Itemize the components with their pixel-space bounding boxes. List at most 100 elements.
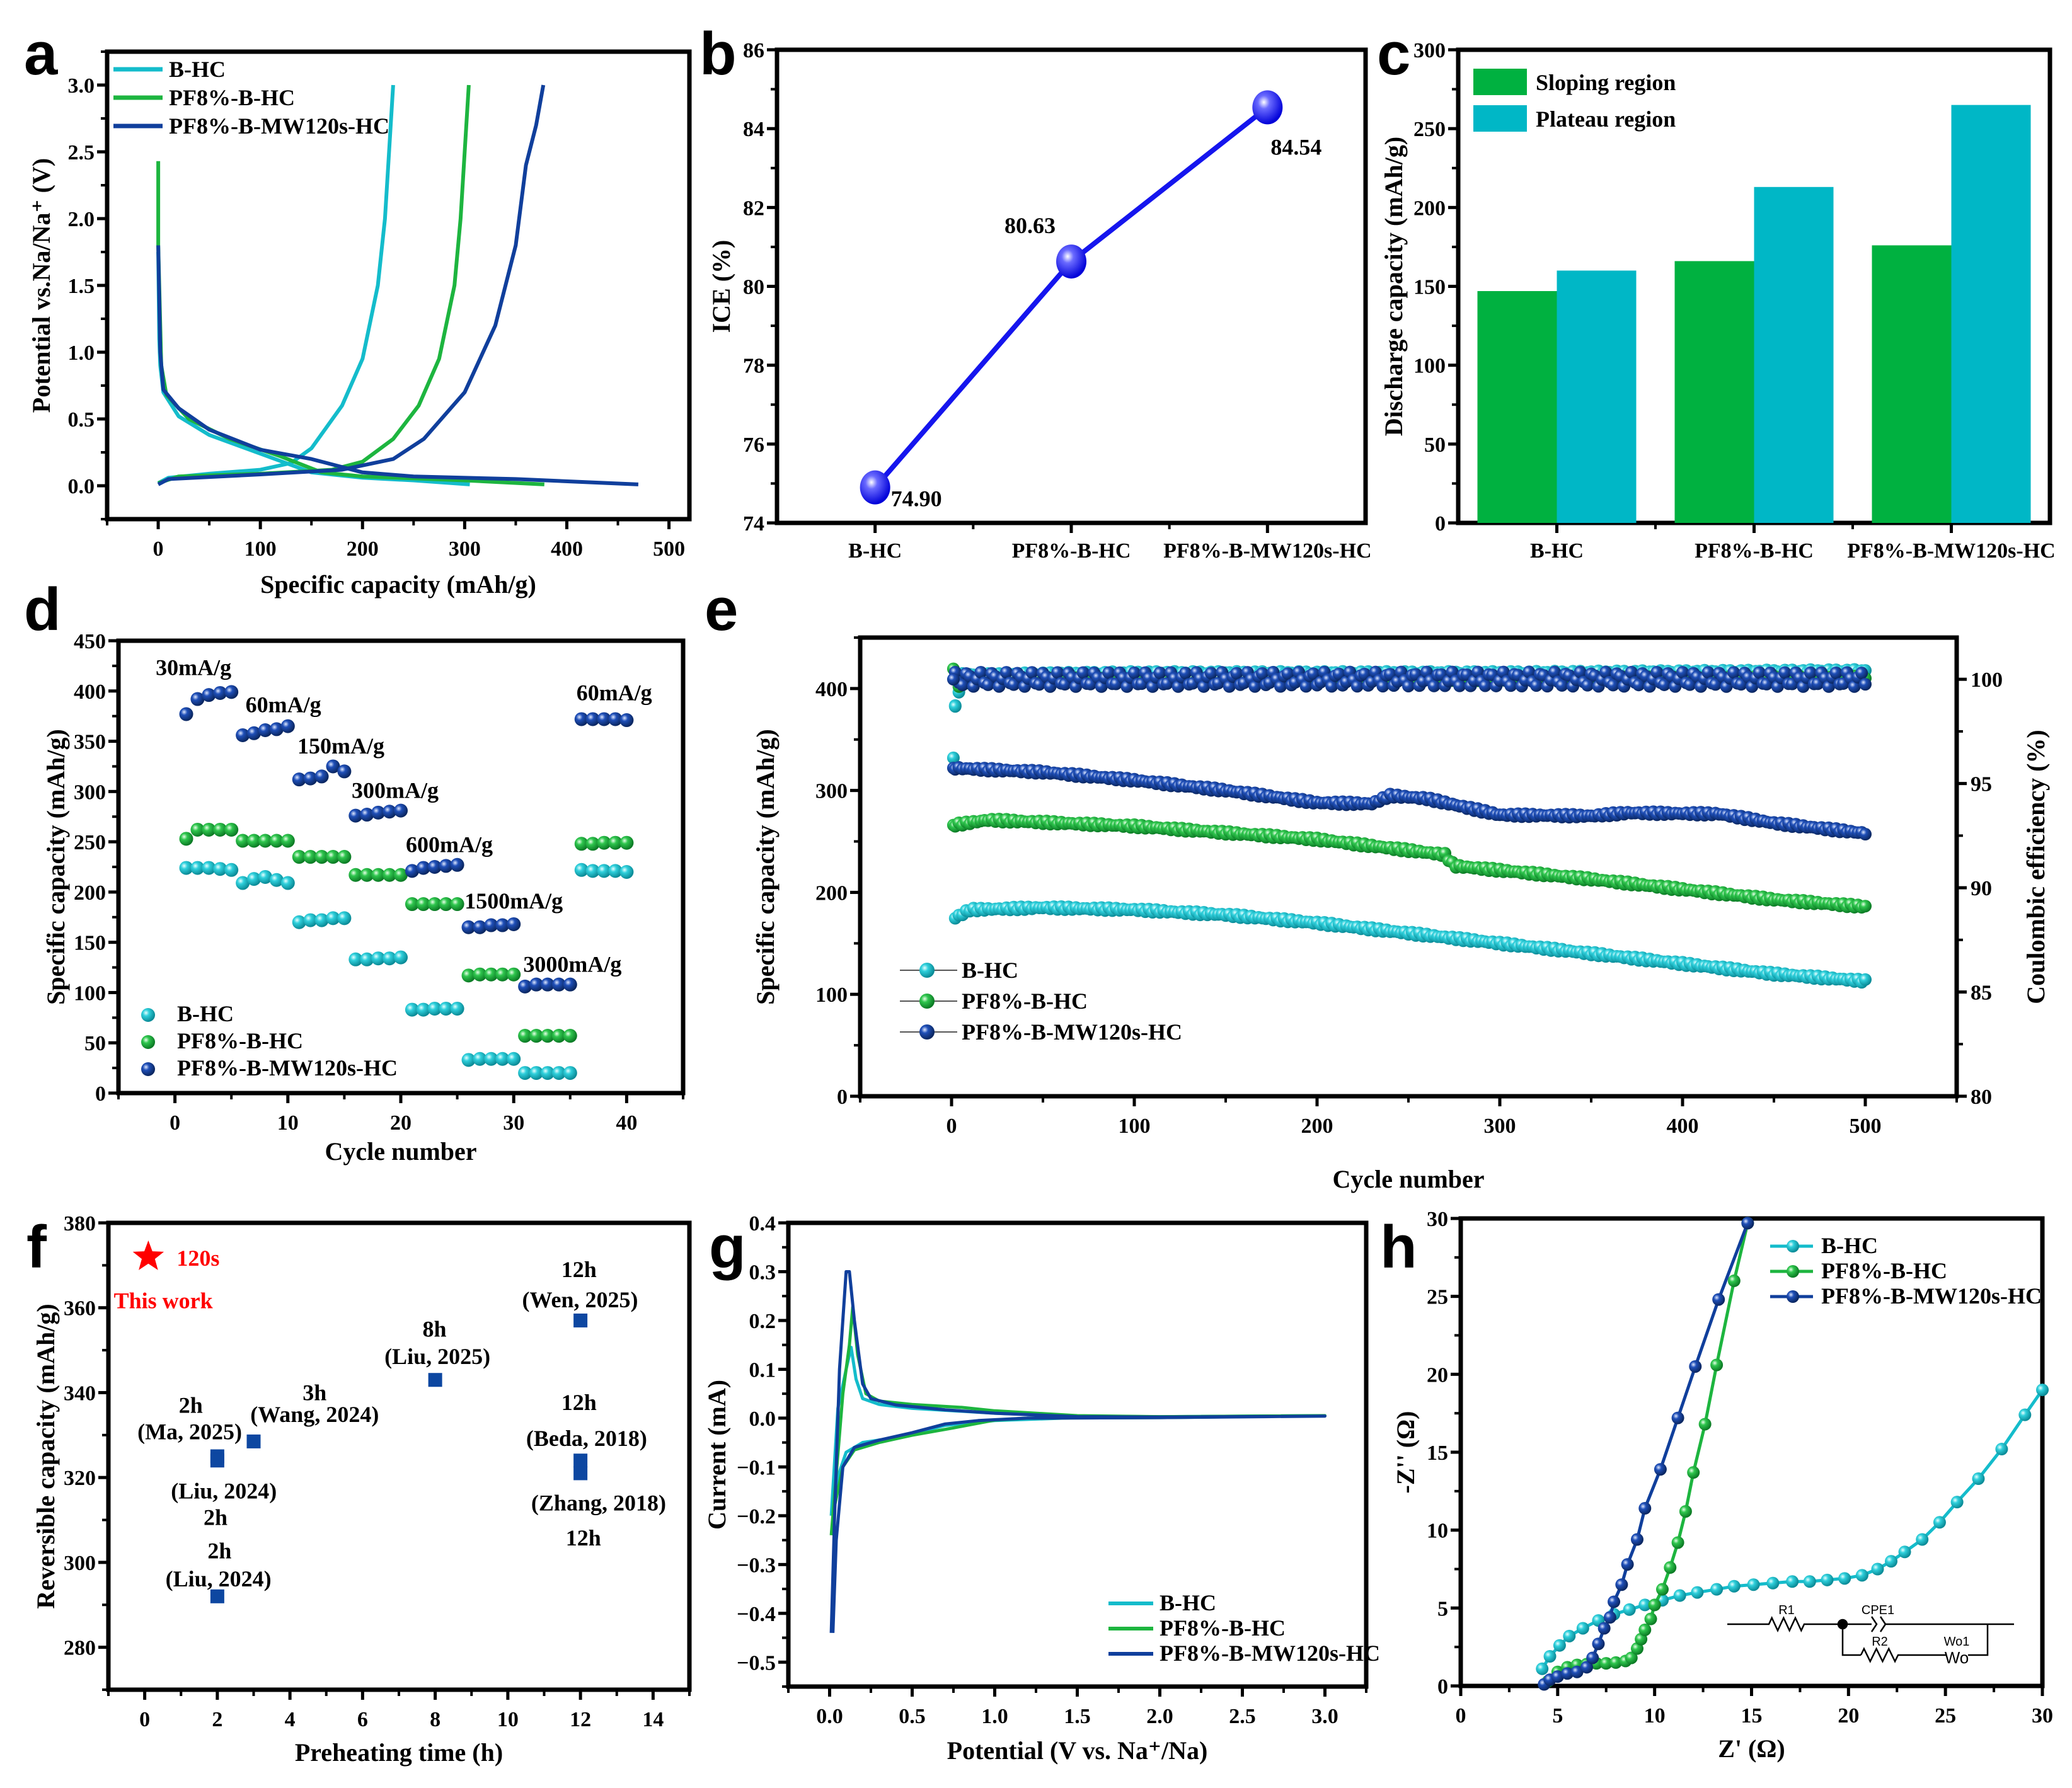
data-point-B-HC [303, 913, 318, 927]
data-point-B-HC [473, 1052, 487, 1066]
data-point-PF8%-B-HC [450, 897, 464, 912]
ce-point [1555, 679, 1568, 692]
panel-label: g [709, 1213, 746, 1281]
data-point-PF8%-B-MW120s-HC [394, 803, 408, 818]
ce-point [1000, 666, 1013, 679]
ce-point [1256, 667, 1269, 680]
ce-point [1478, 679, 1492, 692]
nyquist-point [1648, 1598, 1661, 1612]
data-point-PF8%-B-HC [619, 835, 634, 850]
ice-point [860, 470, 890, 505]
x-tick-label: 0.0 [816, 1705, 843, 1728]
data-point-PF8%-B-HC [303, 850, 318, 864]
nyquist-point [1597, 1622, 1611, 1635]
y-tick-label: 2.5 [68, 141, 95, 164]
nyquist-point [1536, 1662, 1549, 1675]
x-tick-label: 20 [390, 1111, 412, 1135]
ce-point [1299, 680, 1313, 693]
x-tick-label: 3.0 [1311, 1705, 1338, 1728]
panel-label: c [1377, 20, 1410, 88]
nyquist-point [1803, 1575, 1816, 1588]
data-point-PF8%-B-MW120s-HC [619, 713, 634, 728]
nyquist-point [1698, 1418, 1712, 1431]
ce-point [1727, 666, 1741, 679]
x-axis-title: Preheating time (h) [295, 1738, 503, 1767]
panel-d: d0 10 20 30 40050100150200250300350400450Cyc… [24, 576, 686, 1166]
panel-f: f 0 2 4 6 8 10 12 14 280 300 320 340 360 380 Preheating… [26, 1212, 692, 1767]
data-point-PF8%-B-HC [337, 850, 352, 864]
nyquist-point [1855, 1569, 1868, 1582]
nyquist-point [1621, 1558, 1634, 1571]
data-point-PF8%-B-HC [518, 1029, 532, 1043]
rate-label: 60mA/g [246, 692, 321, 718]
capacity-point [947, 751, 960, 764]
y2-tick-label: 85 [1971, 982, 1992, 1005]
nyquist-point [1592, 1637, 1605, 1651]
nyquist-point [1766, 1576, 1780, 1590]
x-tick-label: 200 [1301, 1115, 1333, 1138]
nyquist-point [1664, 1561, 1677, 1574]
x-tick-label: 10 [1644, 1704, 1666, 1728]
ce-point [1230, 667, 1243, 680]
x-tick-label: 2.0 [1146, 1705, 1173, 1728]
y-tick-label: 0 [837, 1086, 848, 1109]
circuit-label: Wo [1945, 1648, 1969, 1667]
y-tick-label: 0.0 [68, 475, 95, 498]
data-point-PF8%-B-MW120s-HC [383, 805, 397, 819]
x-axis-title: Potential (V vs. Na⁺/Na) [947, 1736, 1208, 1765]
data-point-PF8%-B-MW120s-HC [484, 918, 498, 932]
ce-point [1204, 667, 1217, 680]
nyquist-point [1687, 1466, 1700, 1479]
nyquist-point [1576, 1622, 1589, 1635]
legend-label: PF8%-B-MW120s-HC [169, 113, 389, 139]
panel-label: d [24, 576, 61, 643]
legend-label: PF8%-B-HC [177, 1028, 303, 1053]
y2-tick-label: 80 [1971, 1086, 1992, 1109]
circuit-label: CPE1 [1862, 1603, 1894, 1617]
ce-point [1701, 666, 1715, 679]
nyquist-point [1995, 1443, 2008, 1456]
legend-swatch [1473, 69, 1527, 95]
legend-label: PF8%-B-MW120s-HC [1160, 1641, 1380, 1666]
y-tick-label: 50 [84, 1032, 106, 1055]
ce-point [1350, 680, 1364, 693]
legend-label: PF8%-B-HC [1821, 1258, 1947, 1283]
panel-label: a [24, 20, 58, 88]
ce-point [1427, 679, 1441, 692]
literature-point [428, 1373, 442, 1387]
data-point-PF8%-B-HC [405, 897, 419, 912]
data-point-PF8%-B-MW120s-HC [551, 977, 566, 992]
y-axis-title: Current (mA) [703, 1380, 731, 1530]
data-point-B-HC [563, 1066, 577, 1080]
nyquist-point [1599, 1657, 1613, 1670]
nyquist-point [1691, 1586, 1704, 1599]
data-point-PF8%-B-MW120s-HC [597, 712, 611, 726]
data-point-PF8%-B-MW120s-HC [518, 979, 532, 994]
y-tick-label: 100 [74, 982, 106, 1005]
rate-label: 150mA/g [297, 733, 384, 759]
y-tick-label: 280 [64, 1637, 96, 1660]
x-tick-label: 15 [1741, 1704, 1763, 1728]
equivalent-circuit-diagram [1727, 1616, 2014, 1663]
ce-point [1530, 679, 1543, 692]
data-point-PF8%-B-HC [540, 1029, 555, 1043]
x-tick-label: 6 [357, 1708, 368, 1731]
ce-point [1332, 667, 1345, 680]
data-point-B-HC [529, 1066, 544, 1080]
data-point-B-HC [383, 951, 397, 966]
data-point-PF8%-B-MW120s-HC [360, 808, 374, 822]
ce-point [1658, 678, 1671, 691]
data-point-B-HC [337, 911, 352, 926]
data-point-PF8%-B-HC [394, 868, 408, 882]
y-tick-label: 300 [815, 780, 848, 803]
data-point-B-HC [551, 1066, 566, 1080]
x-tick-label: 30 [2032, 1704, 2053, 1728]
y-tick-label: 0.4 [749, 1212, 776, 1235]
ce-point [1683, 678, 1696, 691]
y-tick-label: 450 [74, 630, 106, 653]
y-tick-label: −0.4 [737, 1603, 776, 1626]
nyquist-point [1916, 1533, 1929, 1546]
data-point-PF8%-B-MW120s-HC [190, 692, 205, 706]
ce-point [1804, 666, 1817, 679]
y-axis-title: Specific capacity (mAh/g) [42, 729, 70, 1005]
